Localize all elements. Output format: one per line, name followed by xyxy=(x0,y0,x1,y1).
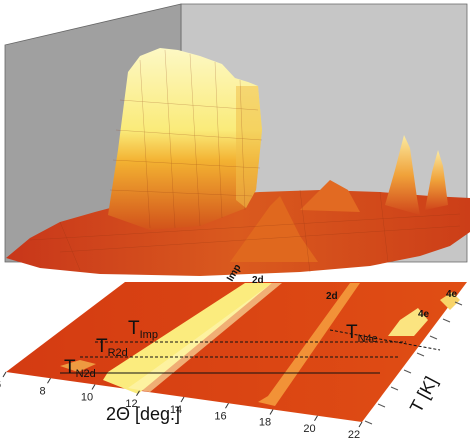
x-tick-label: 6 xyxy=(0,379,1,391)
surface-ridge-2d xyxy=(230,196,318,262)
label-t-imp: TImp xyxy=(128,318,158,341)
projection-band-imp xyxy=(103,283,272,394)
y-axis-ticks xyxy=(364,301,463,425)
x-tick-mark xyxy=(314,415,318,422)
surface-main-peak-shade xyxy=(236,86,262,208)
label-t-n4e: TN4e xyxy=(346,322,378,345)
projection-spot-4e-b xyxy=(440,292,460,310)
label-t-r2d: TR2d xyxy=(96,336,128,359)
projection-band-2d xyxy=(258,283,360,406)
x-tick-label: 8 xyxy=(39,385,45,397)
projection-spot-4e-a xyxy=(388,308,428,336)
peak-label-2d-b: 2d xyxy=(326,291,338,302)
y-axis-label: T [K] xyxy=(406,373,441,416)
x-axis-label: 2Θ [deg.] xyxy=(106,404,180,424)
surface-main-peak xyxy=(108,48,262,230)
surface-peak-4e-b xyxy=(425,150,448,210)
projection-band-imp-core xyxy=(128,283,282,392)
transition-lines xyxy=(60,329,441,374)
x-tick-mark xyxy=(2,371,7,378)
label-t-n2d: TN2d xyxy=(64,357,96,380)
x-axis-ticks: 6 8 10 12 14 16 18 20 22 xyxy=(0,371,363,441)
surface-peak-4e-a xyxy=(385,135,420,215)
x-tick-label: 10 xyxy=(81,392,93,404)
x-tick-label: 20 xyxy=(303,423,315,435)
x-tick-mark xyxy=(47,377,51,384)
x-tick-mark xyxy=(225,402,229,409)
peak-label-4e-a: 4e xyxy=(418,309,430,320)
x-tick-label: 22 xyxy=(348,429,360,441)
surface-ridge-2d-b xyxy=(300,180,360,212)
line-t-n4e xyxy=(329,329,441,351)
projection-spot-left xyxy=(60,360,96,372)
x-tick-mark xyxy=(136,390,140,397)
x-tick-mark xyxy=(91,384,96,390)
x-tick-label: 14 xyxy=(170,404,182,416)
peak-label-2d-a: 2d xyxy=(252,275,264,286)
x-tick-label: 12 xyxy=(125,398,137,410)
surface-mesh xyxy=(29,49,461,273)
peak-label-4e-b: 4e xyxy=(446,289,458,300)
x-tick-mark xyxy=(269,409,274,415)
x-tick-mark xyxy=(358,421,363,428)
x-tick-mark xyxy=(180,396,185,403)
x-tick-label: 16 xyxy=(214,410,226,422)
x-tick-label: 18 xyxy=(259,417,271,429)
